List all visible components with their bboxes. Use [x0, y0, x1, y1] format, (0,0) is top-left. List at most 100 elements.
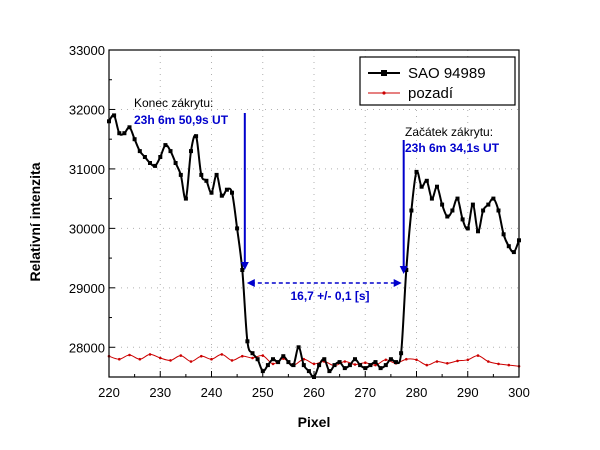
series-sao-point-285: [440, 202, 445, 207]
series-sao-point-269: [358, 363, 363, 368]
x-tick-label-240: 240: [201, 385, 223, 400]
duration-arrowhead-right: [393, 279, 402, 288]
series-sao-point-284: [435, 184, 439, 189]
series-sao-point-268: [353, 357, 357, 362]
annotation-zacatek-label: Začátek zákrytu:: [405, 125, 493, 139]
series-sao-point-249: [255, 357, 260, 362]
series-pozadi-point-274: [384, 358, 388, 362]
y-tick-label-29000: 29000: [69, 281, 105, 296]
series-sao-point-281: [419, 184, 424, 189]
series-sao-point-256: [291, 363, 296, 368]
legend-box: [359, 56, 516, 106]
series-sao-point-289: [460, 217, 465, 222]
annotation-zacatek: Začátek zákrytu: 23h 6m 34,1s UT: [399, 125, 500, 274]
series-sao-point-271: [368, 363, 373, 368]
series-pozadi-point-228: [148, 353, 152, 356]
legend: SAO 94989 pozadí: [359, 56, 516, 106]
series-sao-point-225: [132, 137, 137, 142]
series-sao-point-229: [153, 163, 158, 168]
annotation-konec-arrowhead: [240, 262, 249, 270]
series-sao-point-259: [306, 369, 311, 374]
series-sao-point-290: [465, 226, 470, 231]
duration-label: 16,7 +/- 0,1 [s]: [290, 289, 369, 303]
series-sao-point-233: [173, 161, 178, 165]
series-sao-point-237: [194, 134, 199, 139]
series-sao-point-240: [209, 190, 214, 195]
series-sao-point-263: [327, 369, 332, 374]
series-pozadi-point-292: [476, 354, 480, 357]
duration-arrowhead-left: [246, 279, 255, 288]
series-sao-point-270: [363, 366, 368, 371]
series-pozadi-point-286: [446, 362, 449, 365]
series-sao-point-222: [117, 131, 122, 136]
series-sao-point-275: [388, 357, 393, 362]
legend-marker-pozadi: [382, 91, 386, 95]
series-sao-point-226: [137, 149, 142, 154]
series-sao-point-292: [476, 229, 480, 234]
annotation-konec-label: Konec zákrytu:: [134, 96, 213, 110]
annotation-konec-time: 23h 6m 50,9s UT: [134, 113, 229, 127]
series-sao-point-255: [286, 360, 291, 365]
series-sao-point-251: [265, 363, 270, 368]
y-axis-title: Relativní intenzita: [27, 162, 43, 281]
series-sao-point-235: [183, 196, 188, 201]
annotation-konec: Konec zákrytu: 23h 6m 50,9s UT: [134, 96, 249, 270]
series-sao-point-288: [455, 196, 460, 201]
series-sao-point-278: [404, 268, 409, 272]
series-sao-point-253: [276, 360, 281, 365]
series-sao-point-231: [163, 143, 168, 148]
series-pozadi-point-238: [200, 354, 203, 358]
x-tick-label-300: 300: [508, 385, 530, 400]
series-sao-point-230: [158, 155, 163, 159]
series-sao-point-299: [511, 250, 516, 255]
series-sao-point-298: [506, 244, 511, 249]
legend-label-sao: SAO 94989: [408, 65, 486, 82]
series-sao-point-221: [112, 113, 117, 118]
series-pozadi-point-280: [415, 358, 418, 362]
series-sao-point-246: [240, 268, 245, 272]
series-sao-point-234: [178, 172, 183, 177]
series-pozadi-point-278: [405, 357, 408, 361]
series-pozadi-point-222: [118, 357, 121, 361]
series-sao-point-252: [271, 357, 275, 362]
series-sao-point-258: [301, 363, 306, 368]
series-pozadi-point-244: [230, 359, 234, 362]
legend-marker-sao: [381, 70, 387, 76]
series-pozadi-point-282: [425, 363, 429, 367]
series-sao-point-273: [378, 366, 383, 371]
x-tick-label-220: 220: [98, 385, 120, 400]
series-sao-point-279: [409, 208, 414, 213]
annotation-duration: 16,7 +/- 0,1 [s]: [246, 279, 402, 303]
axis-ticks: 220 230 240 250 260 270 280 290 300 28000 29000 300…: [69, 43, 530, 400]
series-pozadi-point-268: [353, 363, 357, 366]
series-sao-point-223: [122, 131, 127, 136]
series-sao-point-293: [481, 208, 486, 213]
series-pozadi-point-246: [241, 354, 244, 358]
x-tick-label-250: 250: [252, 385, 274, 400]
y-tick-label-28000: 28000: [69, 340, 105, 355]
series-sao-point-254: [281, 354, 286, 359]
y-tick-label-31000: 31000: [69, 162, 105, 177]
series-pozadi-point-266: [343, 360, 347, 363]
series-pozadi-point-260: [312, 362, 316, 366]
x-axis-title: Pixel: [298, 414, 331, 430]
series-sao-point-264: [332, 363, 337, 368]
x-tick-label-270: 270: [354, 385, 376, 400]
y-tick-label-30000: 30000: [69, 221, 105, 236]
series-sao-point-297: [501, 232, 506, 237]
legend-label-pozadi: pozadí: [408, 85, 454, 102]
series-pozadi-point-272: [374, 363, 377, 367]
series-pozadi-point-250: [261, 354, 265, 357]
series-sao-point-224: [127, 125, 132, 130]
series-sao-point-239: [204, 178, 209, 183]
series-sao-point-291: [470, 202, 475, 207]
series-sao-point-276: [394, 360, 398, 365]
series-sao-point-238: [199, 172, 204, 177]
x-tick-label-230: 230: [149, 385, 171, 400]
series-sao-point-266: [342, 366, 347, 371]
series-sao-point-296: [496, 208, 501, 213]
series-pozadi-point-290: [466, 358, 470, 362]
series-sao-point-247: [245, 339, 250, 344]
series-sao-point-277: [399, 351, 404, 356]
